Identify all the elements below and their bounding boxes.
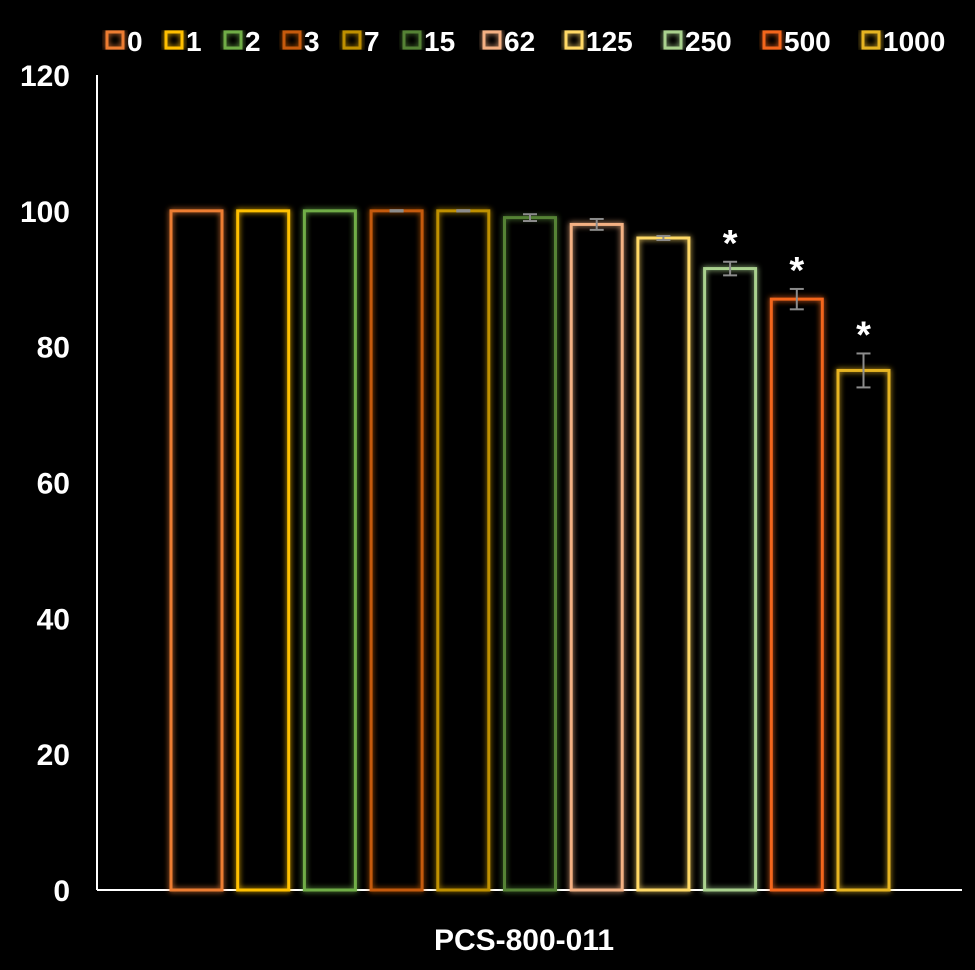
legend-item-15: 15 (402, 26, 455, 57)
legend-item-1000: 1000 (861, 26, 945, 57)
legend-label: 1 (186, 26, 202, 57)
error-bar-62 (589, 217, 604, 231)
bars-group: * * * (169, 209, 891, 892)
legend-swatch (342, 30, 362, 50)
legend-item-500: 500 (762, 26, 831, 57)
legend-swatch (762, 30, 782, 50)
legend-label: 7 (364, 26, 380, 57)
bar-15 (503, 216, 557, 892)
y-tick-label: 0 (53, 875, 70, 908)
legend-item-0: 0 (105, 26, 143, 57)
legend: 0 1 2 3 7 15 62 125 250 500 1000 (105, 26, 945, 57)
legend-swatch (164, 30, 184, 50)
error-bar-500 (789, 287, 804, 311)
x-category-label: PCS-800-011 (434, 924, 614, 957)
legend-swatch (663, 30, 683, 50)
error-bar-1000 (856, 352, 871, 389)
legend-label: 3 (304, 26, 320, 57)
y-axis-tick-labels: 0 20 40 60 80 100 120 (20, 60, 70, 908)
legend-label: 62 (504, 26, 535, 57)
bar-7 (436, 209, 491, 892)
bar-3 (369, 209, 424, 892)
legend-label: 2 (245, 26, 261, 57)
y-tick-label: 20 (37, 739, 70, 772)
legend-swatch (223, 30, 243, 50)
legend-item-3: 3 (282, 26, 320, 57)
error-bar-15 (523, 213, 537, 223)
y-tick-label: 120 (20, 60, 70, 93)
significance-marker-250: * (723, 223, 738, 265)
legend-label: 125 (586, 26, 633, 57)
legend-label: 1000 (883, 26, 945, 57)
y-tick-label: 80 (37, 332, 70, 365)
error-bar-3 (389, 209, 404, 213)
legend-swatch (861, 30, 881, 50)
legend-item-62: 62 (482, 26, 535, 57)
legend-label: 250 (685, 26, 732, 57)
error-bar-250 (723, 260, 738, 277)
y-tick-label: 40 (37, 603, 70, 636)
bar-125 (636, 236, 691, 892)
error-bar-7 (456, 209, 471, 213)
legend-swatch (564, 30, 584, 50)
significance-marker-500: * (789, 250, 804, 292)
legend-label: 15 (424, 26, 455, 57)
bar-0 (169, 209, 224, 892)
y-tick-label: 60 (37, 468, 70, 501)
bar-250 (703, 267, 758, 892)
legend-label: 500 (784, 26, 831, 57)
legend-item-125: 125 (564, 26, 633, 57)
bar-1000 (836, 368, 891, 892)
bar-1 (236, 209, 291, 892)
bar-62 (569, 222, 624, 892)
y-tick-label: 100 (20, 196, 70, 229)
error-bar-125 (656, 234, 671, 242)
significance-marker-1000: * (856, 314, 871, 356)
legend-swatch (282, 30, 302, 50)
legend-label: 0 (127, 26, 143, 57)
legend-item-1: 1 (164, 26, 202, 57)
legend-swatch (482, 30, 502, 50)
legend-swatch (105, 30, 125, 50)
legend-item-250: 250 (663, 26, 732, 57)
legend-swatch (402, 30, 422, 50)
bar-2 (302, 209, 357, 892)
legend-item-2: 2 (223, 26, 261, 57)
bar-500 (769, 297, 824, 892)
legend-item-7: 7 (342, 26, 380, 57)
